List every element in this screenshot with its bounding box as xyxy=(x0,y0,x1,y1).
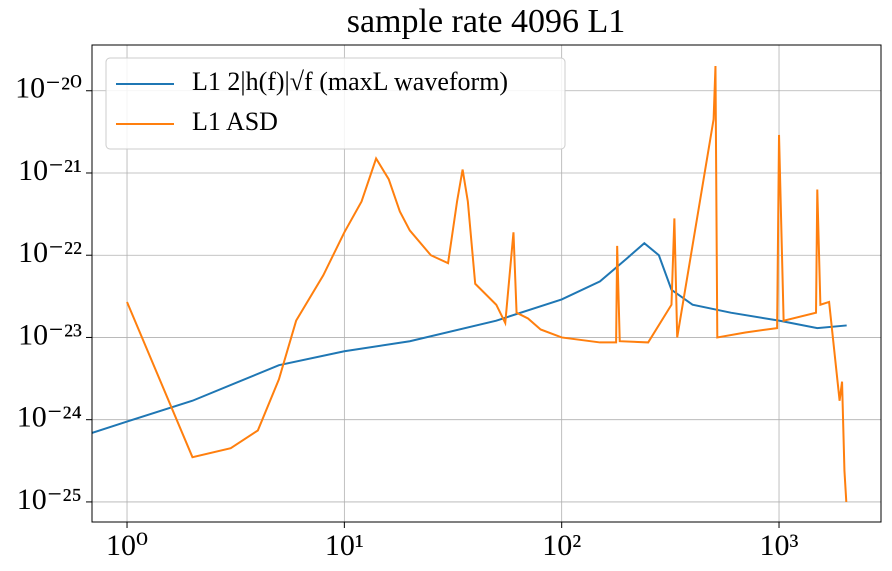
plot-frame xyxy=(91,44,882,523)
y-tick-label: 10⁻²¹ xyxy=(18,154,82,187)
chart-title: sample rate 4096 L1 xyxy=(347,3,626,40)
y-tick-label: 10⁻²⁵ xyxy=(17,483,82,516)
data-line xyxy=(92,241,847,434)
x-tick-label: 10⁰ xyxy=(106,529,148,562)
legend-label: L1 2|h(f)|√f (maxL waveform) xyxy=(192,67,508,96)
x-tick-label: 10³ xyxy=(760,529,799,562)
y-tick-label: 10⁻²⁴ xyxy=(17,401,82,434)
legend-label: L1 ASD xyxy=(192,107,278,136)
y-tick-label: 10⁻²⁰ xyxy=(15,72,82,105)
y-tick-label: 10⁻²² xyxy=(18,236,82,269)
x-tick-label: 10¹ xyxy=(325,529,364,562)
y-tick-label: 10⁻²³ xyxy=(18,318,82,351)
x-tick-label: 10² xyxy=(542,529,581,562)
legend-box xyxy=(105,57,566,150)
data-line xyxy=(126,65,848,502)
